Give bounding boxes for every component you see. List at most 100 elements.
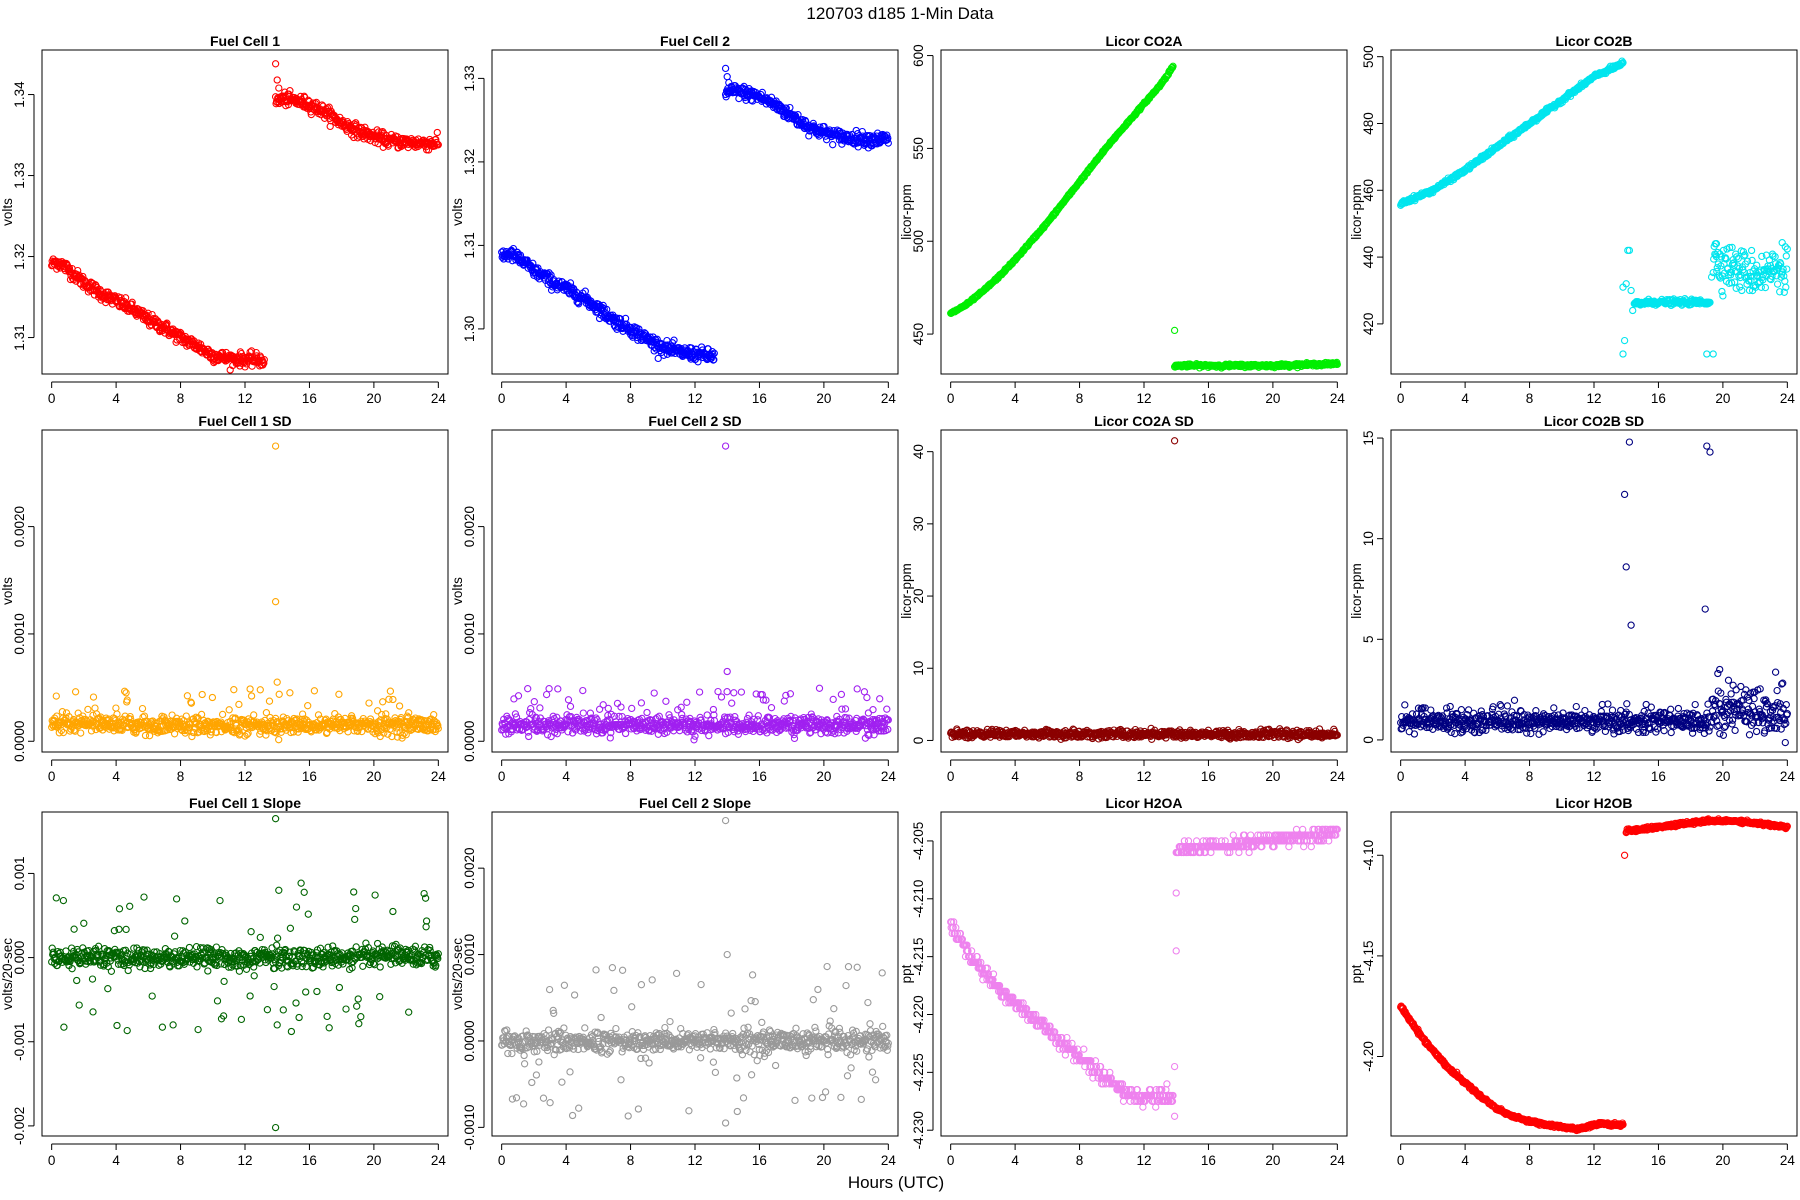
data-point: [670, 336, 678, 344]
x-tick-label: 0: [48, 769, 56, 784]
data-point: [433, 128, 441, 137]
data-point: [617, 703, 625, 711]
data-point: [536, 704, 544, 712]
data-point: [144, 309, 152, 317]
data-point: [168, 711, 176, 719]
data-point: [542, 690, 551, 699]
x-tick-label: 0: [48, 391, 56, 406]
data-points: [48, 60, 442, 374]
x-tick-label: 20: [366, 391, 381, 406]
data-point: [286, 689, 294, 697]
data-point: [58, 708, 67, 716]
data-point: [1747, 246, 1756, 255]
x-tick-label: 12: [237, 391, 252, 406]
data-point: [884, 139, 892, 147]
data-point: [247, 347, 256, 355]
data-point: [260, 356, 268, 364]
data-point: [677, 344, 685, 353]
data-point: [384, 142, 392, 150]
data-point: [737, 688, 746, 696]
y-tick-label: 0.0020: [12, 506, 27, 547]
data-point: [379, 127, 387, 136]
data-point: [653, 335, 661, 343]
data-point: [730, 689, 738, 697]
x-tick-label: 16: [1651, 391, 1666, 406]
data-points: [48, 442, 442, 744]
data-point: [829, 141, 837, 149]
data-point: [725, 78, 733, 87]
data-point: [273, 678, 281, 686]
data-point: [869, 706, 877, 714]
data-point: [721, 442, 730, 450]
data-point: [660, 351, 668, 359]
data-point: [805, 132, 813, 140]
x-tick-label: 8: [177, 391, 185, 406]
data-point: [643, 708, 651, 717]
x-tick-label: 24: [431, 769, 447, 784]
data-point: [579, 686, 587, 695]
x-tick-label: 8: [1526, 391, 1534, 406]
data-point: [705, 732, 713, 740]
x-tick-label: 24: [881, 391, 897, 406]
x-axis: 0 4 8 12 16 20 24: [498, 381, 897, 406]
x-tick-label: 24: [881, 769, 897, 784]
data-point: [91, 704, 99, 712]
data-point: [723, 688, 731, 696]
x-tick-label: 16: [752, 391, 767, 406]
data-point: [71, 688, 80, 696]
x-tick-label: 20: [816, 769, 831, 784]
data-point: [304, 702, 312, 710]
y-tick-label: 0.0000: [12, 721, 27, 762]
data-point: [246, 685, 254, 693]
x-tick-label: 12: [687, 391, 702, 406]
data-point: [386, 687, 395, 695]
data-point: [767, 704, 776, 712]
data-point: [728, 699, 736, 707]
y-tick-label: 0.0020: [462, 506, 477, 547]
y-axis: 1.311.321.331.34: [12, 81, 35, 351]
data-point: [613, 699, 622, 708]
data-point: [122, 689, 130, 697]
x-tick-label: 0: [1397, 391, 1405, 406]
data-point: [197, 710, 206, 719]
data-point: [628, 704, 636, 713]
data-point: [662, 697, 670, 705]
data-point: [837, 690, 846, 699]
x-tick-label: 24: [431, 391, 447, 406]
data-point: [703, 711, 711, 719]
data-point: [545, 685, 553, 693]
data-point: [884, 134, 892, 142]
data-points: [947, 62, 1341, 372]
data-point: [273, 76, 281, 84]
data-point: [566, 702, 575, 711]
data-point: [1629, 306, 1637, 315]
data-point: [112, 704, 120, 712]
data-point: [218, 710, 227, 719]
data-point: [379, 698, 387, 706]
data-point: [616, 315, 625, 323]
x-tick-label: 4: [1461, 391, 1469, 406]
y-tick-label: 550: [911, 137, 926, 160]
data-point: [524, 685, 532, 693]
y-tick-label: 0.0010: [462, 613, 477, 654]
data-point: [790, 734, 799, 743]
data-point: [717, 693, 726, 701]
y-axis: 1.301.311.321.33: [462, 65, 485, 342]
data-points: [947, 437, 1341, 744]
data-point: [721, 64, 730, 73]
data-point: [514, 692, 523, 700]
data-point: [1778, 239, 1786, 247]
x-tick-label: 0: [498, 769, 506, 784]
x-tick-label: 4: [562, 769, 570, 784]
data-point: [260, 359, 268, 367]
data-points: [498, 64, 892, 366]
